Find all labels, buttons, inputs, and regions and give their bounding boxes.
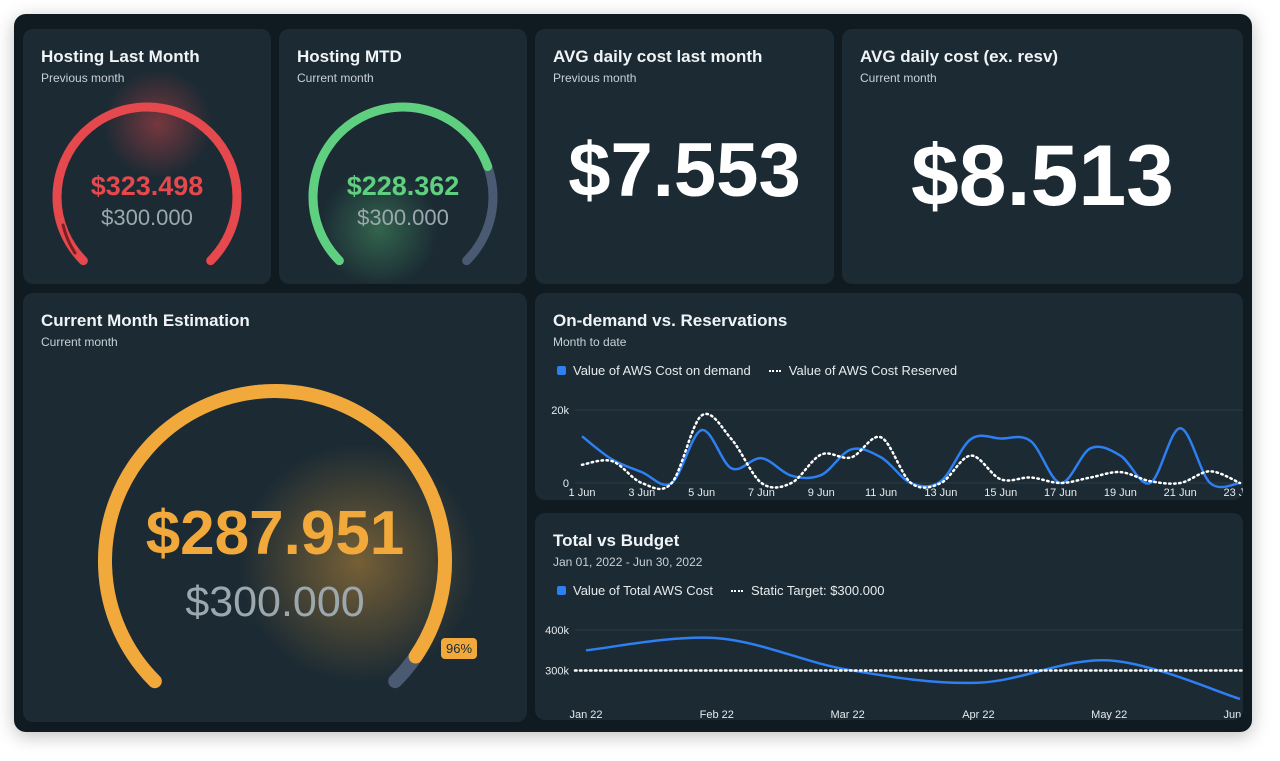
card-subtitle: Current month: [41, 335, 118, 349]
avg-daily-cost-ex-resv-card[interactable]: AVG daily cost (ex. resv) Current month …: [842, 29, 1243, 284]
gauge-fill: [308, 102, 493, 266]
x-tick-label: 21 Jun: [1164, 487, 1197, 499]
x-tick-label: 15 Jun: [984, 487, 1017, 499]
x-tick-label: 5 Jun: [688, 487, 715, 499]
x-tick-label: Mar 22: [830, 709, 864, 720]
total-vs-budget-chart: 400k 300k Jan 22 Feb 22 Mar 22 Apr 22 May 22 Ju…: [545, 625, 1243, 720]
legend-label-on-demand[interactable]: Value of AWS Cost on demand: [573, 363, 751, 378]
chart-legend: Value of AWS Cost on demand Value of AWS…: [557, 363, 957, 378]
x-tick-label: 17 Jun: [1044, 487, 1077, 499]
x-tick-label: Jan 22: [569, 709, 602, 720]
legend-swatch-target: [730, 589, 743, 592]
on-demand-vs-reservations-card[interactable]: On-demand vs. Reservations Month to date…: [535, 293, 1243, 500]
legend-label-total[interactable]: Value of Total AWS Cost: [573, 583, 713, 598]
x-tick-label: 23 Jun: [1223, 487, 1243, 499]
current-month-estimation-card[interactable]: Current Month Estimation Current month $…: [23, 293, 527, 722]
x-tick-label: 9 Jun: [808, 487, 835, 499]
kpi-value: $7.553: [568, 128, 801, 213]
x-tick-label: 19 Jun: [1104, 487, 1137, 499]
legend-swatch-on-demand: [557, 366, 566, 375]
hosting-last-month-card[interactable]: Hosting Last Month Previous month $323.4…: [23, 29, 271, 284]
x-tick-label: 7 Jun: [748, 487, 775, 499]
card-subtitle: Previous month: [553, 71, 637, 85]
card-subtitle: Previous month: [41, 71, 125, 85]
x-tick-label: 13 Jun: [924, 487, 957, 499]
chart-subtitle: Jan 01, 2022 - Jun 30, 2022: [553, 555, 703, 569]
card-subtitle: Current month: [297, 71, 374, 85]
gauge-glow: [103, 69, 213, 179]
legend-label-reserved[interactable]: Value of AWS Cost Reserved: [788, 363, 958, 378]
avg-daily-cost-last-month-card[interactable]: AVG daily cost last month Previous month…: [535, 29, 834, 284]
chart-legend: Value of Total AWS Cost Static Target: $…: [557, 583, 884, 598]
series-line-dotted: [580, 412, 1242, 491]
gauge-fill: [98, 384, 452, 689]
x-tick-label: 11 Jun: [865, 487, 897, 499]
gauge-value: $228.362: [346, 171, 460, 201]
gauge-glow: [238, 443, 478, 683]
chart-title: On-demand vs. Reservations: [553, 311, 788, 330]
card-title: AVG daily cost (ex. resv): [860, 47, 1059, 66]
card-title: Current Month Estimation: [41, 311, 250, 330]
y-tick-label: 20k: [551, 405, 569, 417]
legend-swatch-total: [557, 586, 566, 595]
legend-label-target[interactable]: Static Target: $300.000: [750, 583, 885, 598]
gauge-fill: [52, 102, 242, 266]
x-tick-label: May 22: [1091, 709, 1127, 720]
card-title: AVG daily cost last month: [553, 47, 763, 66]
dashboard-frame: Hosting Last Month Previous month $323.4…: [14, 14, 1252, 732]
gauge-target: $300.000: [185, 578, 365, 626]
hosting-mtd-gauge: [308, 102, 498, 284]
gauge-value: $287.951: [145, 499, 405, 568]
hosting-mtd-card[interactable]: Hosting MTD Current month $228.362 $300.…: [279, 29, 527, 284]
percent-badge: 96%: [441, 638, 478, 659]
x-tick-label: Apr 22: [962, 709, 994, 720]
card-subtitle: Current month: [860, 71, 937, 85]
kpi-value: $8.513: [910, 128, 1175, 224]
x-tick-label: 3 Jun: [628, 487, 655, 499]
legend-swatch-reserved: [768, 369, 781, 372]
gauge-overshoot-mark: [61, 223, 77, 255]
estimation-gauge: [98, 384, 478, 689]
card-title: Hosting Last Month: [41, 47, 200, 66]
x-tick-label: Feb 22: [700, 709, 734, 720]
y-tick-label: 0: [563, 478, 569, 490]
chart-subtitle: Month to date: [553, 335, 627, 349]
on-demand-chart: 20k 01 Jun 3 Jun 5 Jun 7 Jun 9 Jun 11 Jun 13 Ju…: [551, 405, 1243, 499]
series-line: [585, 636, 1241, 701]
total-vs-budget-card[interactable]: Total vs Budget Jan 01, 2022 - Jun 30, 2…: [535, 513, 1243, 720]
gauge-target: $300.000: [357, 205, 449, 230]
card-title: Hosting MTD: [297, 47, 402, 66]
x-tick-label: 1 Jun: [569, 487, 596, 499]
hosting-last-month-gauge: [52, 69, 242, 266]
y-tick-label: 400k: [545, 625, 569, 637]
x-tick-label: Jun 22: [1223, 709, 1243, 720]
gauge-value: $323.498: [90, 171, 204, 201]
y-tick-label: 300k: [545, 666, 569, 678]
gauge-glow: [319, 169, 439, 284]
gauge-target: $300.000: [101, 205, 193, 230]
chart-title: Total vs Budget: [553, 531, 680, 550]
